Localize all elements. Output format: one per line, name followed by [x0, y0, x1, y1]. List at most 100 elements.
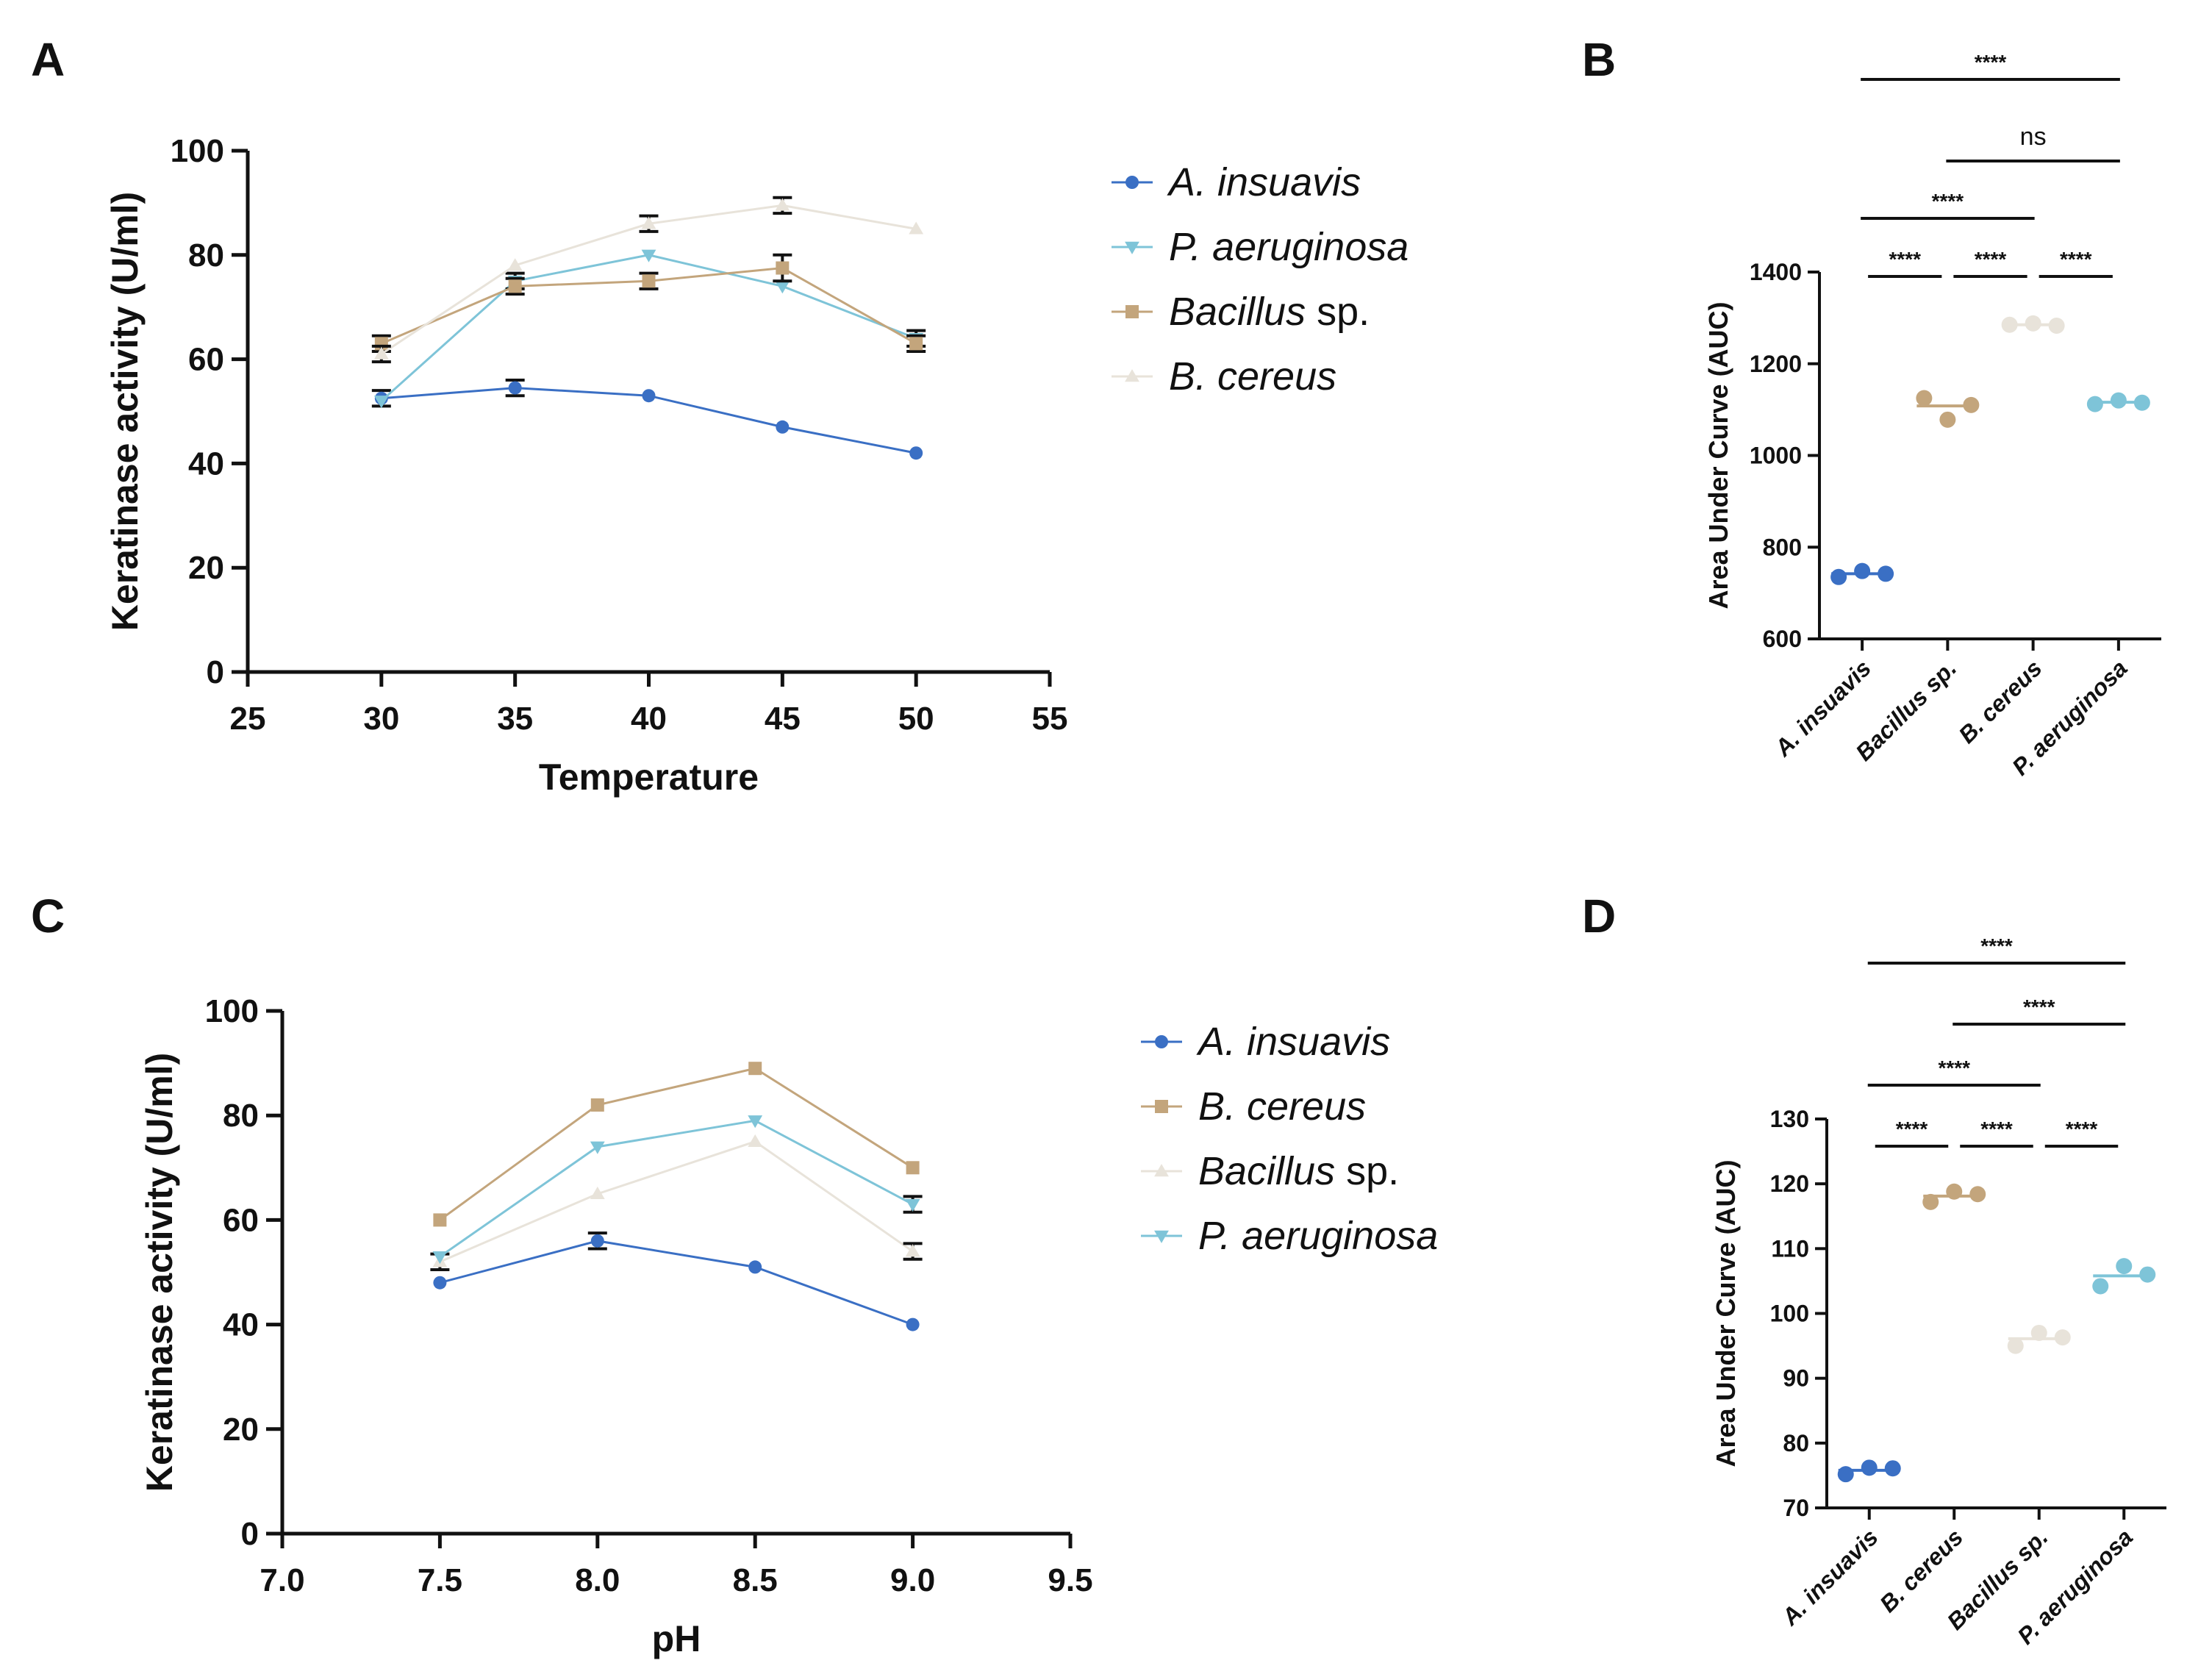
- panel-a-y-tick-label: 80: [188, 237, 224, 273]
- panel-c-x-axis-title: pH: [652, 1618, 701, 1659]
- panel-a-legend-marker: [1125, 369, 1139, 382]
- panel-a-legend-label-italic: Bacillus: [1169, 290, 1306, 334]
- panel-c-legend-label-rest: sp.: [1335, 1149, 1399, 1193]
- panel-c-x-tick-label: 8.5: [733, 1562, 778, 1598]
- panel-c-y-tick-label: 0: [241, 1516, 259, 1552]
- panel-a-y-tick-label: 100: [171, 133, 224, 169]
- panel-label-c: C: [31, 890, 65, 943]
- panel-d-y-tick-label: 110: [1771, 1235, 1809, 1262]
- panel-a-legend-label: P. aeruginosa: [1169, 225, 1409, 269]
- panel-a-data-point: [507, 258, 523, 271]
- panel-c-y-axis-title: Keratinase activity (U/ml): [139, 1053, 180, 1492]
- panel-b-significance-label: ****: [2060, 248, 2092, 271]
- panel-c-data-point: [748, 1115, 763, 1129]
- panel-a-legend-label: A. insuavis: [1167, 160, 1361, 204]
- panel-d-data-point: [2054, 1329, 2071, 1346]
- panel-d-data-point: [1884, 1460, 1901, 1477]
- panel-b-y-tick-label: 1400: [1750, 259, 1802, 285]
- panel-b-y-tick-label: 800: [1763, 534, 1802, 560]
- panel-c-data-point: [748, 1260, 762, 1274]
- panel-label-a: A: [31, 33, 65, 86]
- panel-c-legend-marker: [1154, 1164, 1169, 1177]
- panel-d-data-point: [1969, 1186, 1986, 1203]
- panel-c-series-line: [439, 1119, 914, 1258]
- panel-a-x-tick-label: 55: [1032, 701, 1068, 737]
- panel-b-data-point: [2001, 316, 2018, 333]
- panel-c-data-point: [590, 1186, 605, 1200]
- panel-c-legend-marker: [1155, 1035, 1168, 1048]
- panel-c-x-tick-label: 7.0: [260, 1562, 304, 1598]
- panel-b-significance-label: ****: [1889, 248, 1921, 271]
- panel-a-legend-label: B. cereus: [1169, 354, 1336, 398]
- panel-a-legend-marker: [1125, 305, 1139, 318]
- panel-d-y-tick-label: 70: [1783, 1495, 1809, 1521]
- panel-d-significance-label: ****: [2023, 995, 2055, 1018]
- panel-a-data-point: [909, 446, 923, 460]
- panel-a-legend-marker: [1125, 176, 1139, 189]
- panel-b-y-tick-label: 1200: [1750, 351, 1802, 377]
- panel-c-series-line: [439, 1140, 914, 1263]
- panel-b-data-point: [2110, 392, 2127, 409]
- panel-a-data-point: [641, 249, 656, 262]
- panel-c-legend-label: A. insuavis: [1196, 1020, 1390, 1064]
- panel-b-significance-label: ns: [2020, 123, 2047, 151]
- panel-d-y-tick-label: 130: [1770, 1106, 1809, 1132]
- panel-d-x-tick-label: A. insuavis: [1776, 1523, 1883, 1631]
- panel-c-legend-label: Bacillus sp.: [1198, 1149, 1399, 1193]
- panel-a-data-point: [909, 221, 924, 235]
- panel-d-significance-label: ****: [1938, 1056, 1970, 1079]
- panel-d-data-point: [2139, 1266, 2156, 1283]
- panel-c-legend-marker: [1155, 1100, 1168, 1113]
- panel-b-y-tick-label: 600: [1763, 626, 1802, 652]
- panel-b-y-tick-label: 1000: [1750, 443, 1802, 469]
- panel-a-legend-label-italic: B. cereus: [1169, 354, 1336, 398]
- panel-label-b: B: [1582, 33, 1616, 86]
- panel-a-data-point: [641, 216, 656, 229]
- panel-c-y-tick-label: 40: [223, 1307, 259, 1343]
- panel-d-data-point: [1946, 1183, 1963, 1200]
- panel-a-x-tick-label: 35: [497, 701, 533, 737]
- panel-d-data-point: [1837, 1466, 1854, 1483]
- panel-b-data-point: [1916, 390, 1933, 407]
- panel-b-data-point: [1963, 396, 1980, 413]
- panel-b-x-tick-label: B. cereus: [1953, 654, 2047, 748]
- panel-a-data-point: [373, 346, 389, 360]
- panel-b-data-point: [2048, 317, 2065, 334]
- panel-c-x-tick-label: 8.0: [575, 1562, 620, 1598]
- panel-c-data-point: [748, 1062, 762, 1076]
- panel-c-data-point: [906, 1161, 920, 1175]
- panel-a-y-axis-title: Keratinase activity (U/ml): [104, 192, 146, 631]
- panel-a-data-point: [775, 281, 790, 294]
- panel-b-data-point: [1939, 411, 1956, 428]
- panel-c-legend-label-italic: P. aeruginosa: [1198, 1214, 1438, 1258]
- panel-c-legend-marker: [1154, 1230, 1169, 1243]
- panel-a-data-point: [642, 274, 656, 288]
- panel-c-data-point: [905, 1198, 920, 1212]
- panel-d-y-tick-label: 90: [1783, 1365, 1809, 1392]
- panel-a-legend-label-rest: sp.: [1306, 290, 1370, 334]
- panel-a-y-tick-label: 0: [207, 654, 224, 690]
- panel-a-data-point: [373, 396, 389, 409]
- panel-c-legend-label-italic: Bacillus: [1198, 1149, 1335, 1193]
- panel-c-y-tick-label: 20: [223, 1412, 259, 1448]
- panel-a-legend-label-italic: A. insuavis: [1167, 160, 1361, 204]
- panel-c-data-point: [433, 1276, 447, 1290]
- panel-c-y-tick-label: 80: [223, 1098, 259, 1134]
- panel-a-data-point: [508, 381, 522, 395]
- panel-a-x-tick-label: 40: [631, 701, 667, 737]
- panel-c-legend-label-italic: A. insuavis: [1196, 1020, 1390, 1064]
- panel-a-legend-marker: [1125, 241, 1139, 254]
- panel-c-data-point: [590, 1234, 604, 1248]
- panel-d-data-point: [1922, 1193, 1939, 1210]
- panel-b-data-point: [2133, 394, 2150, 411]
- panel-a-x-tick-label: 50: [898, 701, 934, 737]
- panel-d-y-tick-label: 80: [1783, 1430, 1809, 1456]
- panel-a-data-point: [508, 279, 522, 293]
- panel-c-data-point: [433, 1213, 447, 1227]
- panel-a-data-point: [776, 261, 790, 275]
- panel-d-y-tick-label: 120: [1770, 1170, 1809, 1197]
- panel-b-data-point: [2025, 315, 2041, 332]
- panel-d-data-point: [2030, 1324, 2047, 1341]
- panel-d-significance-label: ****: [1980, 934, 2013, 957]
